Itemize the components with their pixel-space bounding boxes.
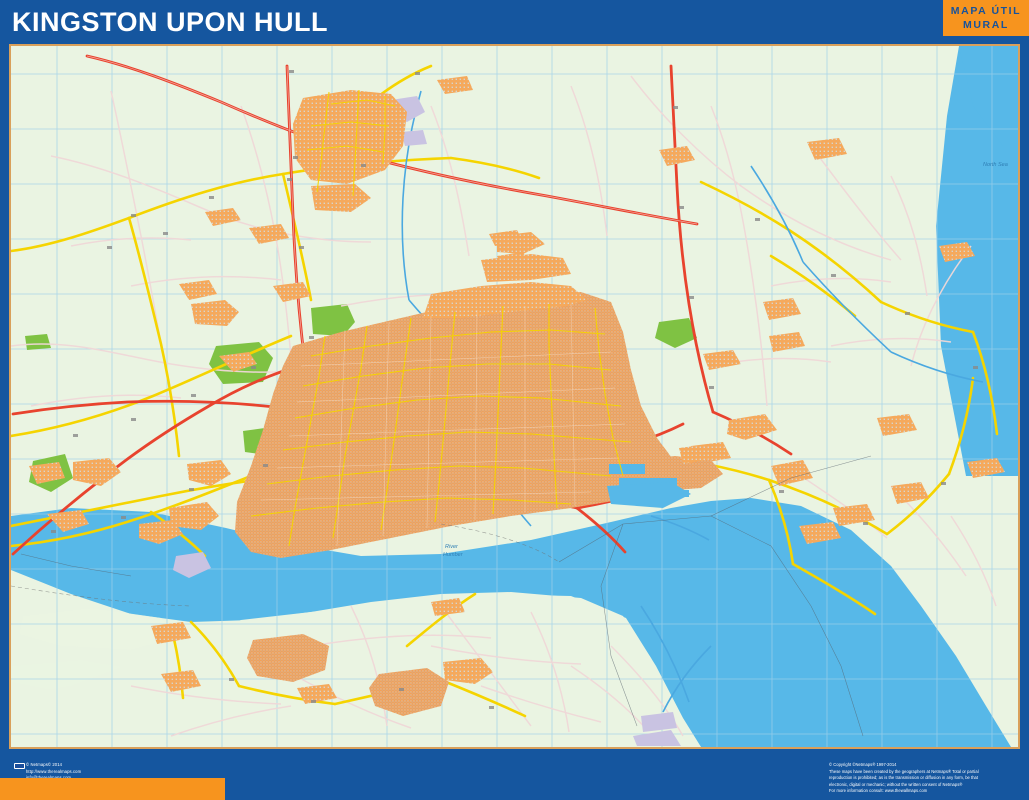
copyright-line5: For more information consult: www.thewal… — [829, 788, 928, 794]
netmaps-logo-icon — [14, 763, 25, 769]
label-north-sea: North Sea — [983, 162, 1008, 168]
credits-right: © Copyright ©Netmaps® 1997-2014 These ma… — [829, 762, 1019, 795]
label-river-humber-2: Humber — [443, 552, 464, 558]
title-bar: KINGSTON UPON HULL — [0, 0, 1029, 44]
page-title: KINGSTON UPON HULL — [12, 7, 329, 37]
copyright-line2: These maps have been created by the geog… — [829, 768, 979, 774]
map-canvas[interactable]: North Sea River Humber — [11, 46, 1018, 747]
credits-left-url[interactable]: http://www.therealmaps.com — [26, 768, 82, 774]
credits-left-email[interactable]: info@therealmaps.com — [26, 775, 81, 782]
copyright-line3: reproduction is prohibited; as is the tr… — [829, 775, 979, 781]
label-river-humber-1: River — [445, 544, 459, 550]
brand-badge-line2: MURAL — [963, 19, 1009, 31]
map-frame[interactable]: North Sea River Humber — [9, 44, 1020, 749]
brand-badge: MAPA ÚTIL MURAL — [943, 0, 1029, 36]
credits-left-line1: © Netmaps© 2014 — [26, 762, 63, 767]
bottom-accent-bar — [0, 778, 225, 800]
credits-left: © Netmaps© 2014 http://www.therealmaps.c… — [26, 762, 81, 782]
brand-badge-line1: MAPA ÚTIL — [950, 4, 1022, 17]
copyright-line1: © Copyright ©Netmaps® 1997-2014 — [829, 762, 897, 767]
copyright-line4: electronic, digital or mechanic; without… — [829, 781, 963, 787]
